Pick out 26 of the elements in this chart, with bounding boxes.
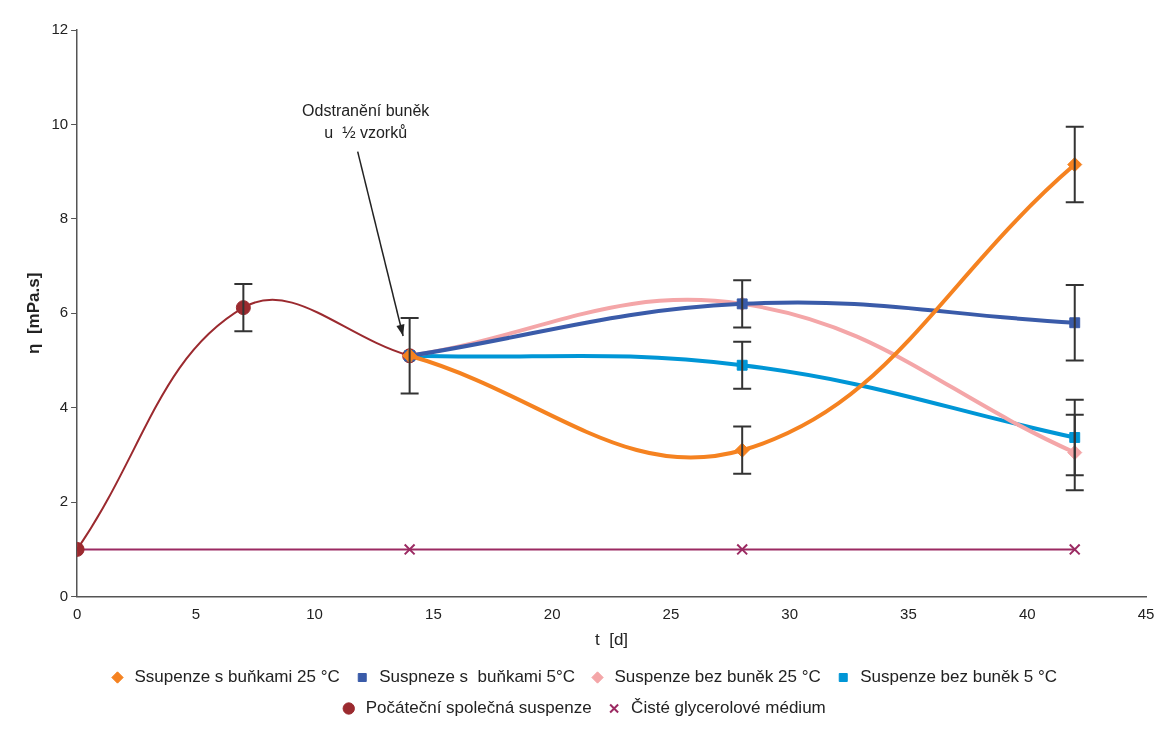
y-tick-label: 4 (59, 397, 69, 415)
x-tick-label: 15 (425, 604, 442, 622)
legend-label: Počáteční společná suspenze (365, 698, 592, 718)
y-tick-label: 10 (51, 114, 69, 132)
x-tick-label: 5 (191, 604, 201, 622)
legend-label: Suspenze bez buněk 25 °C (614, 667, 821, 687)
x-tick-label: 10 (306, 604, 323, 622)
x-axis-title: t [d] (595, 630, 629, 650)
y-axis-title: η [mPa.s] (23, 272, 43, 354)
x-tick-label: 40 (1018, 604, 1036, 622)
x-tick-label: 25 (662, 604, 680, 622)
y-tick-label: 2 (59, 492, 69, 510)
x-tick-label: 20 (543, 604, 561, 622)
y-tick-label: 0 (59, 586, 69, 604)
x-tick-label: 0 (72, 604, 82, 622)
x-tick-label: 45 (1137, 604, 1155, 622)
y-tick-label: 8 (59, 209, 69, 227)
y-tick-label: 12 (51, 20, 69, 38)
legend-label: Suspenze bez buněk 5 °C (860, 667, 1058, 687)
annotation: Odstranění buněk u ½ vzorků (302, 102, 431, 142)
legend-label: Suspneze s buňkami 5°C (379, 667, 576, 687)
y-tick-label: 6 (59, 303, 69, 321)
legend-label: Ssupenze s buňkami 25 °C (134, 667, 340, 687)
x-tick-label: 35 (900, 604, 917, 622)
legend-label: Čisté glycerolové médium (631, 698, 826, 718)
x-tick-label: 30 (781, 604, 799, 622)
